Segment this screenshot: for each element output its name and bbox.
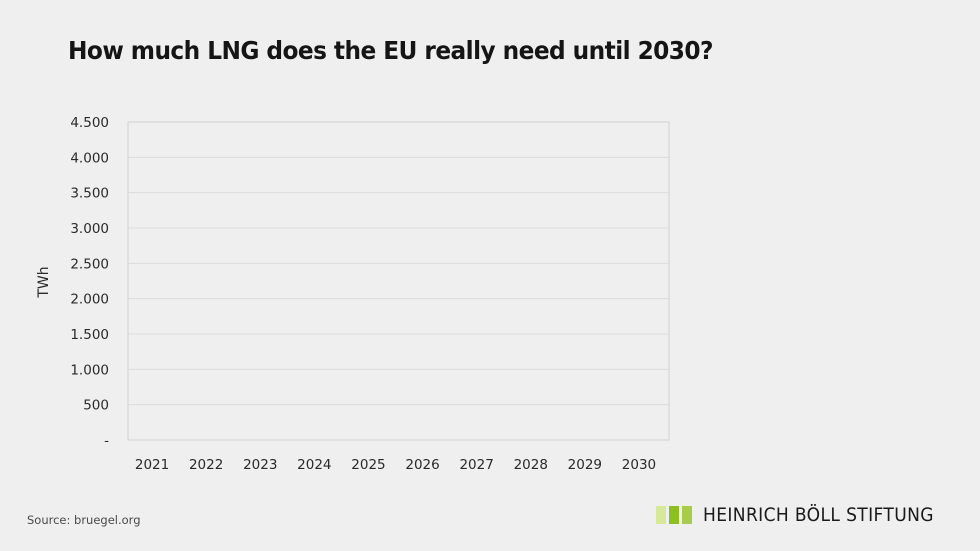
y-tick-label: 1.500 [70, 327, 109, 343]
chart-title: How much LNG does the EU really need unt… [68, 36, 714, 65]
y-tick-label: - [104, 433, 109, 449]
y-axis-ticks: - 500 1.000 1.500 2.000 2.500 3.000 3.500 4.000 4… [70, 115, 109, 449]
y-tick-label: 3.500 [70, 186, 109, 202]
logo-block-1-icon [656, 506, 666, 524]
x-axis-ticks: 2021 2022 2023 2024 2025 2026 2027 2028 2029 2030 [135, 457, 656, 473]
x-tick-label: 2022 [189, 457, 223, 473]
x-tick-label: 2021 [135, 457, 169, 473]
source-note: Source: bruegel.org [27, 513, 141, 527]
x-tick-label: 2028 [514, 457, 548, 473]
logo-block-3-icon [682, 506, 692, 524]
x-tick-label: 2023 [243, 457, 277, 473]
y-tick-label: 2.500 [70, 256, 109, 272]
y-tick-label: 2.000 [70, 292, 109, 308]
x-tick-label: 2027 [459, 457, 493, 473]
logo-block-2-icon [669, 506, 679, 524]
x-tick-label: 2024 [297, 457, 331, 473]
y-tick-label: 1.000 [70, 362, 109, 378]
x-tick-label: 2025 [351, 457, 385, 473]
y-tick-label: 500 [83, 398, 109, 414]
plot-area-frame [127, 121, 670, 441]
x-tick-label: 2026 [405, 457, 439, 473]
gridlines [128, 156, 669, 406]
y-axis-title: TWh [36, 266, 52, 298]
y-tick-label: 4.000 [70, 150, 109, 166]
publisher-logo: HEINRICH BÖLL STIFTUNG [656, 504, 960, 526]
logo-text: HEINRICH BÖLL STIFTUNG [703, 504, 934, 526]
x-tick-label: 2030 [622, 457, 656, 473]
x-tick-label: 2029 [568, 457, 602, 473]
y-tick-label: 4.500 [70, 115, 109, 131]
y-tick-label: 3.000 [70, 221, 109, 237]
